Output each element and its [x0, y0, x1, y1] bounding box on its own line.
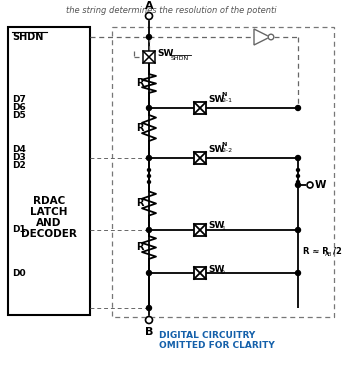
Circle shape — [307, 182, 313, 188]
Circle shape — [296, 182, 300, 188]
Bar — [194, 224, 206, 236]
Text: 0: 0 — [221, 269, 225, 275]
Text: OMITTED FOR CLARITY: OMITTED FOR CLARITY — [159, 341, 275, 349]
Bar — [194, 267, 206, 279]
Text: R: R — [137, 123, 144, 133]
Bar — [194, 152, 206, 164]
Text: SW: SW — [208, 95, 224, 105]
Circle shape — [146, 270, 152, 276]
Text: D4: D4 — [12, 145, 26, 155]
Text: R: R — [137, 79, 144, 88]
Text: R ≈ R: R ≈ R — [303, 247, 329, 256]
Text: D7: D7 — [12, 95, 26, 105]
Text: the string determines the resolution of the potenti: the string determines the resolution of … — [66, 6, 276, 15]
Text: R: R — [137, 243, 144, 252]
Bar — [194, 267, 206, 279]
Circle shape — [146, 105, 152, 110]
Text: D3: D3 — [12, 153, 26, 163]
Circle shape — [146, 34, 152, 40]
Text: DIGITAL CIRCUITRY: DIGITAL CIRCUITRY — [159, 331, 255, 339]
Bar — [194, 102, 206, 114]
Text: D6: D6 — [12, 103, 26, 113]
Text: 1: 1 — [221, 226, 225, 232]
Text: D0: D0 — [12, 269, 26, 277]
Text: SW: SW — [208, 265, 224, 273]
Text: N: N — [221, 91, 226, 97]
Circle shape — [296, 105, 300, 110]
Circle shape — [296, 156, 300, 160]
Text: N: N — [221, 142, 226, 146]
Bar — [194, 152, 206, 164]
Text: W: W — [315, 180, 327, 190]
Text: SW: SW — [157, 50, 173, 58]
Circle shape — [296, 181, 299, 184]
Circle shape — [296, 168, 299, 171]
Text: /2: /2 — [333, 247, 342, 256]
Circle shape — [296, 228, 300, 233]
Text: R: R — [137, 199, 144, 208]
Text: DECODER: DECODER — [21, 229, 77, 239]
Text: SHDN: SHDN — [12, 32, 43, 42]
Circle shape — [296, 270, 300, 276]
Circle shape — [146, 156, 152, 160]
Text: SHDN: SHDN — [171, 55, 189, 61]
Circle shape — [146, 305, 152, 310]
Circle shape — [145, 12, 153, 19]
Circle shape — [145, 316, 153, 323]
Text: D1: D1 — [12, 225, 26, 235]
Circle shape — [268, 34, 274, 40]
Bar — [194, 224, 206, 236]
Text: AND: AND — [36, 218, 62, 228]
Text: SW: SW — [208, 222, 224, 230]
Text: AB: AB — [325, 252, 332, 257]
Circle shape — [147, 181, 151, 184]
Text: B: B — [145, 327, 153, 337]
Circle shape — [296, 174, 299, 178]
Text: LATCH: LATCH — [30, 207, 68, 217]
Circle shape — [147, 174, 151, 178]
Text: D5: D5 — [12, 112, 26, 120]
Text: 2–2: 2–2 — [221, 149, 232, 153]
Text: A: A — [145, 1, 153, 11]
Text: SW: SW — [208, 145, 224, 155]
Bar — [194, 102, 206, 114]
Bar — [143, 51, 155, 63]
Text: 2–1: 2–1 — [221, 98, 232, 103]
Bar — [8, 27, 90, 315]
Text: RDAC: RDAC — [33, 196, 65, 206]
Bar — [112, 27, 334, 317]
Circle shape — [146, 228, 152, 233]
Text: D2: D2 — [12, 161, 26, 171]
Circle shape — [147, 168, 151, 171]
Bar — [143, 51, 155, 63]
